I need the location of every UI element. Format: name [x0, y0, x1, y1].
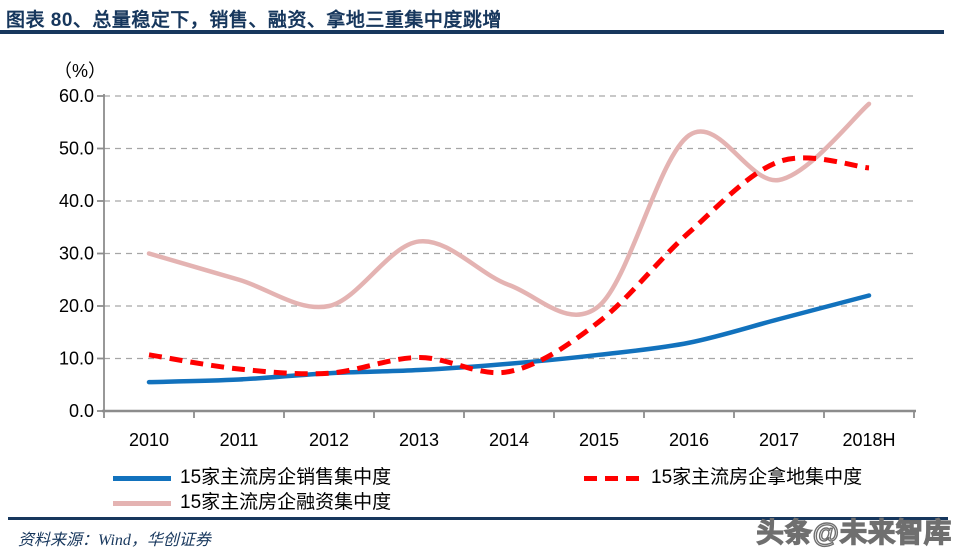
- x-axis-label: 2014: [489, 430, 529, 450]
- y-axis-label: 20.0: [59, 296, 94, 316]
- y-axis-label: 50.0: [59, 139, 94, 159]
- series-financing-line: [146, 101, 872, 317]
- y-axis-label: 0.0: [69, 401, 94, 421]
- y-axis-unit-label: （%）: [54, 61, 106, 81]
- legend-item-land: 15家主流房企拿地集中度: [584, 467, 862, 489]
- legend-item-sales: 15家主流房企销售集中度: [113, 467, 391, 489]
- series-land-line: [148, 155, 870, 377]
- y-axis-label: 30.0: [59, 244, 94, 264]
- legend-item-financing: 15家主流房企融资集中度: [113, 492, 391, 514]
- y-axis-label: 10.0: [59, 349, 94, 369]
- figure-title: 图表 80、总量稳定下，销售、融资、拿地三重集中度跳增: [6, 10, 502, 31]
- bottom-divider: [8, 517, 948, 520]
- legend-label-land: 15家主流房企拿地集中度: [651, 467, 863, 488]
- x-axis-label: 2010: [129, 430, 169, 450]
- x-axis-label: 2013: [399, 430, 439, 450]
- x-axis-label: 2018H: [842, 430, 895, 450]
- x-axis-label: 2016: [669, 430, 709, 450]
- y-axis-label: 40.0: [59, 191, 94, 211]
- x-axis-label: 2015: [579, 430, 619, 450]
- legend-label-financing: 15家主流房企融资集中度: [180, 492, 392, 513]
- series-sales-line: [146, 293, 872, 385]
- x-axis-label: 2012: [309, 430, 349, 450]
- y-axis-label: 60.0: [59, 86, 94, 106]
- legend-swatch-financing: [113, 500, 171, 506]
- legend-label-sales: 15家主流房企销售集中度: [180, 467, 392, 488]
- watermark: 头条@未来智库: [756, 517, 952, 548]
- source-note: 资料来源：Wind，华创证券: [18, 532, 211, 549]
- x-axis-label: 2011: [220, 430, 259, 450]
- legend-swatch-sales: [113, 475, 171, 481]
- title-underline: [0, 30, 944, 34]
- x-axis-label: 2017: [759, 430, 799, 450]
- legend-swatch-land: [584, 475, 642, 481]
